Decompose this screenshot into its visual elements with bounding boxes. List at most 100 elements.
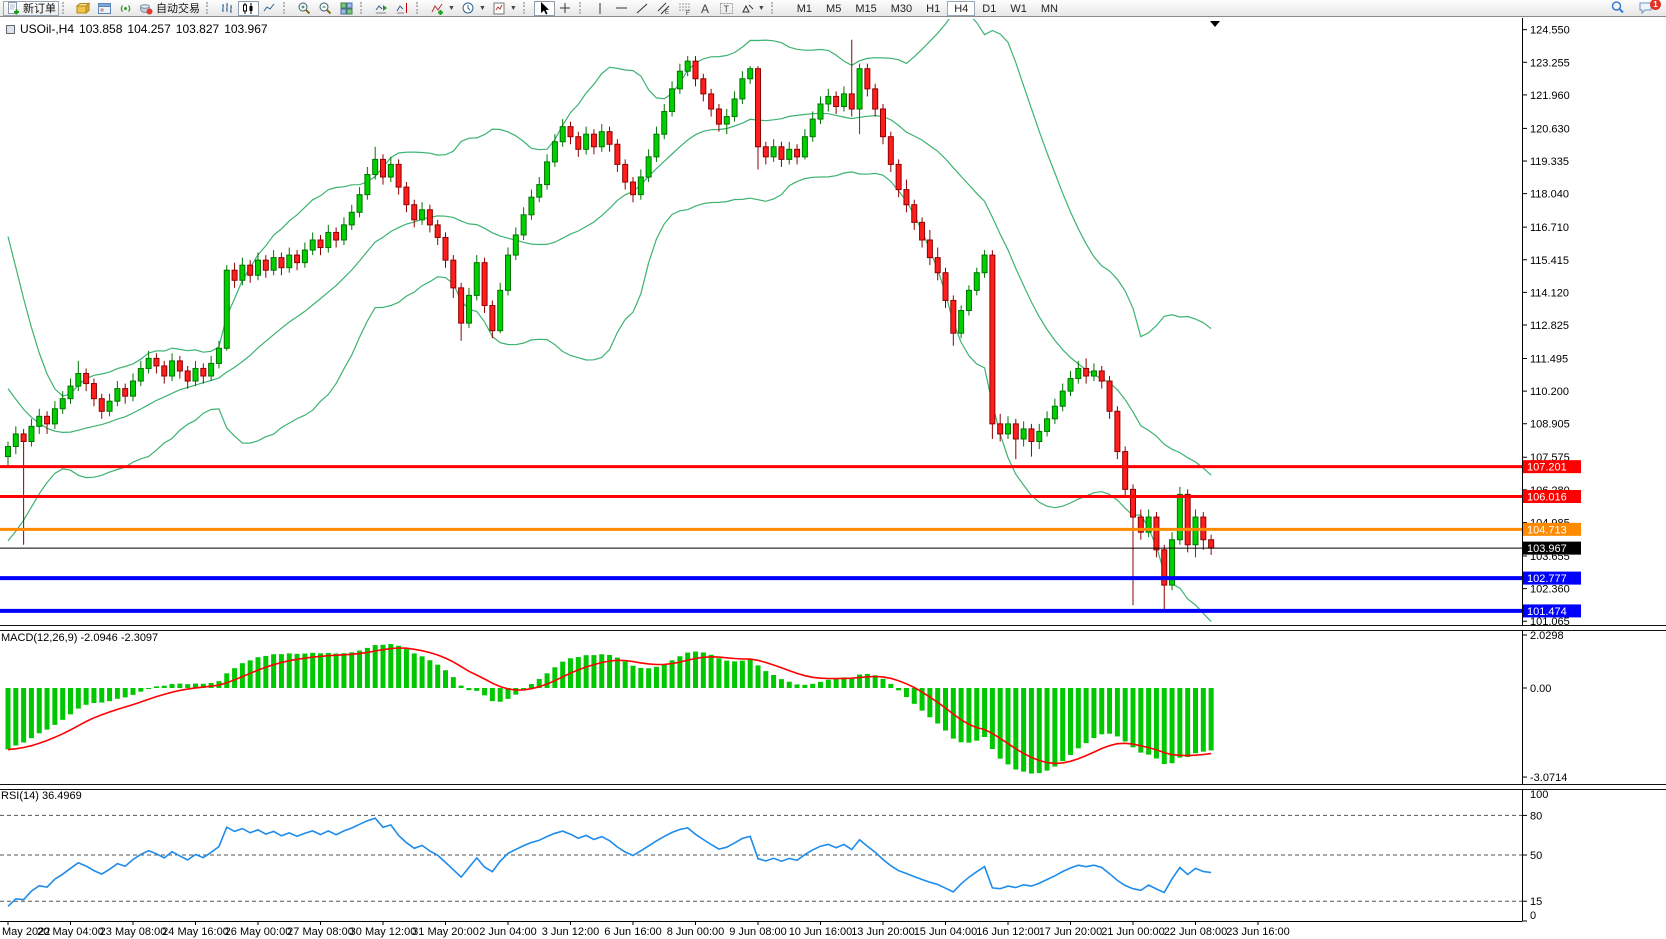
timeframe-h1-button[interactable]: H1 <box>926 2 941 15</box>
price-axis-tick: 121.960 <box>1530 90 1570 102</box>
price-tag-107.201: 107.201 <box>1523 460 1581 474</box>
market-watch-button[interactable] <box>73 1 94 16</box>
time-axis-label: 23 Jun 16:00 <box>1226 926 1290 938</box>
timeframe-m30-button[interactable]: M30 <box>890 2 913 15</box>
cursor-button[interactable] <box>533 0 555 16</box>
search-button[interactable] <box>1607 1 1629 16</box>
channel-button[interactable]: E <box>653 1 674 16</box>
tile-windows-button[interactable] <box>336 1 357 16</box>
zoom-out-icon <box>319 2 332 14</box>
trendline-button[interactable] <box>632 1 653 16</box>
new-order-label: 新订单 <box>23 3 56 15</box>
tile-windows-icon <box>340 2 353 14</box>
new-order-button[interactable]: 新订单 <box>3 0 59 16</box>
timeframe-toolbar: M1 M5 M15 M30 H1 H4 D1 W1 MN <box>790 0 1065 16</box>
right-shift-marker[interactable] <box>1210 21 1220 27</box>
fibonacci-button[interactable]: F <box>674 1 695 16</box>
toolbar-grip <box>206 2 212 14</box>
macd-indicator-label: MACD(12,26,9) -2.0946 -2.3097 <box>1 632 158 644</box>
autotrade-icon <box>140 3 153 14</box>
chart-bars-button[interactable] <box>217 1 238 16</box>
channel-icon: E <box>657 2 670 16</box>
svg-text:101.474: 101.474 <box>1527 606 1567 618</box>
price-axis-tick: 119.335 <box>1530 156 1569 168</box>
cursor-icon <box>540 1 549 14</box>
price-axis[interactable]: 124.550 123.255 121.960 120.630 119.335 118.0… <box>0 18 1581 922</box>
add-indicator-icon <box>431 3 443 15</box>
macd-name: MACD(12,26,9) <box>1 632 78 644</box>
timeframe-m15-button[interactable]: M15 <box>855 2 877 15</box>
main-toolbar: 新订单 自动交易 ▼ ▼ ▼ <box>0 0 1666 17</box>
zoom-out-button[interactable] <box>315 1 336 16</box>
text-label-button[interactable]: T <box>716 1 737 16</box>
clock-icon <box>462 2 474 13</box>
ohlc-close: 103.967 <box>224 22 268 36</box>
chevron-down-icon: ▼ <box>478 4 486 12</box>
shapes-button[interactable]: ▼ <box>737 1 768 16</box>
text-button[interactable]: A <box>695 1 716 16</box>
templates-button[interactable]: ▼ <box>489 1 520 16</box>
price-axis-tick: 118.040 <box>1530 189 1569 201</box>
chevron-down-icon: ▼ <box>757 4 765 12</box>
time-axis-label: 16 Jun 12:00 <box>976 926 1040 938</box>
chart-candles-button[interactable] <box>238 0 259 16</box>
time-axis-label: 22 Jun 08:00 <box>1164 926 1228 938</box>
macd-panel <box>5 644 1214 774</box>
toolbar-grip <box>283 2 289 14</box>
notifications-button[interactable]: 1 <box>1635 0 1661 16</box>
macd-main-value: -2.0946 <box>80 632 118 644</box>
toolbar-grip <box>62 2 68 14</box>
zoom-in-button[interactable] <box>294 1 315 16</box>
signals-button[interactable] <box>115 1 136 16</box>
periods-button[interactable]: ▼ <box>458 1 489 16</box>
timeframe-d1-button[interactable]: D1 <box>982 2 997 15</box>
price-axis-tick: 123.255 <box>1530 57 1570 69</box>
macd-histogram <box>5 644 1214 774</box>
timeframe-m5-button[interactable]: M5 <box>826 2 842 15</box>
time-axis-label: 6 Jun 16:00 <box>604 926 662 938</box>
shapes-icon <box>742 4 754 12</box>
data-window-icon <box>98 2 111 14</box>
timeframe-mn-button[interactable]: MN <box>1040 2 1058 15</box>
market-watch-icon <box>76 1 91 14</box>
autotrade-button[interactable]: 自动交易 <box>136 1 203 16</box>
chart-shift-button[interactable] <box>392 1 413 16</box>
chart-window-icon <box>6 24 15 34</box>
rsi-axis-tick: 100 <box>1530 789 1548 801</box>
panel-splitter-macd[interactable] <box>0 625 1666 631</box>
macd-signal-line <box>7 647 1212 765</box>
macd-axis-tick: 2.0298 <box>1530 630 1564 642</box>
panel-splitter-rsi[interactable] <box>0 784 1666 790</box>
rsi-panel <box>0 814 1522 907</box>
rsi-axis-tick: 15 <box>1530 896 1542 908</box>
zoom-in-icon <box>298 2 311 14</box>
time-axis-label: 8 Jun 00:00 <box>667 926 725 938</box>
price-axis-tick: 115.415 <box>1530 255 1569 267</box>
crosshair-button[interactable] <box>555 1 576 16</box>
price-axis-tick: 108.905 <box>1530 419 1570 431</box>
svg-text:107.201: 107.201 <box>1527 462 1567 474</box>
timeframe-w1-button[interactable]: W1 <box>1010 2 1027 15</box>
rsi-value: 36.4969 <box>41 790 82 802</box>
toolbar-grip <box>416 2 422 14</box>
autoscroll-icon <box>375 4 387 13</box>
vertical-line-icon <box>599 2 601 14</box>
vertical-line-button[interactable] <box>590 1 611 16</box>
time-axis-label: 21 Jun 00:00 <box>1101 926 1165 938</box>
data-window-button[interactable] <box>94 1 115 16</box>
timeframe-h4-button[interactable]: H4 <box>947 0 976 16</box>
main-plot <box>0 19 1522 623</box>
indicators-button[interactable]: ▼ <box>427 1 458 16</box>
timeframe-m1-button[interactable]: M1 <box>796 2 813 15</box>
horizontal-line-button[interactable] <box>611 1 632 16</box>
svg-text:103.967: 103.967 <box>1527 543 1567 555</box>
bollinger-lower-band <box>7 171 1212 623</box>
autoscroll-button[interactable] <box>371 1 392 16</box>
price-axis-tick: 110.200 <box>1530 386 1569 398</box>
chart-line-button[interactable] <box>259 1 280 16</box>
ohlc-open: 103.858 <box>79 22 123 36</box>
horizontal-line-icon <box>615 7 627 8</box>
macd-axis-tick: 0.00 <box>1530 683 1551 695</box>
price-tag-102.777: 102.777 <box>1523 571 1581 585</box>
